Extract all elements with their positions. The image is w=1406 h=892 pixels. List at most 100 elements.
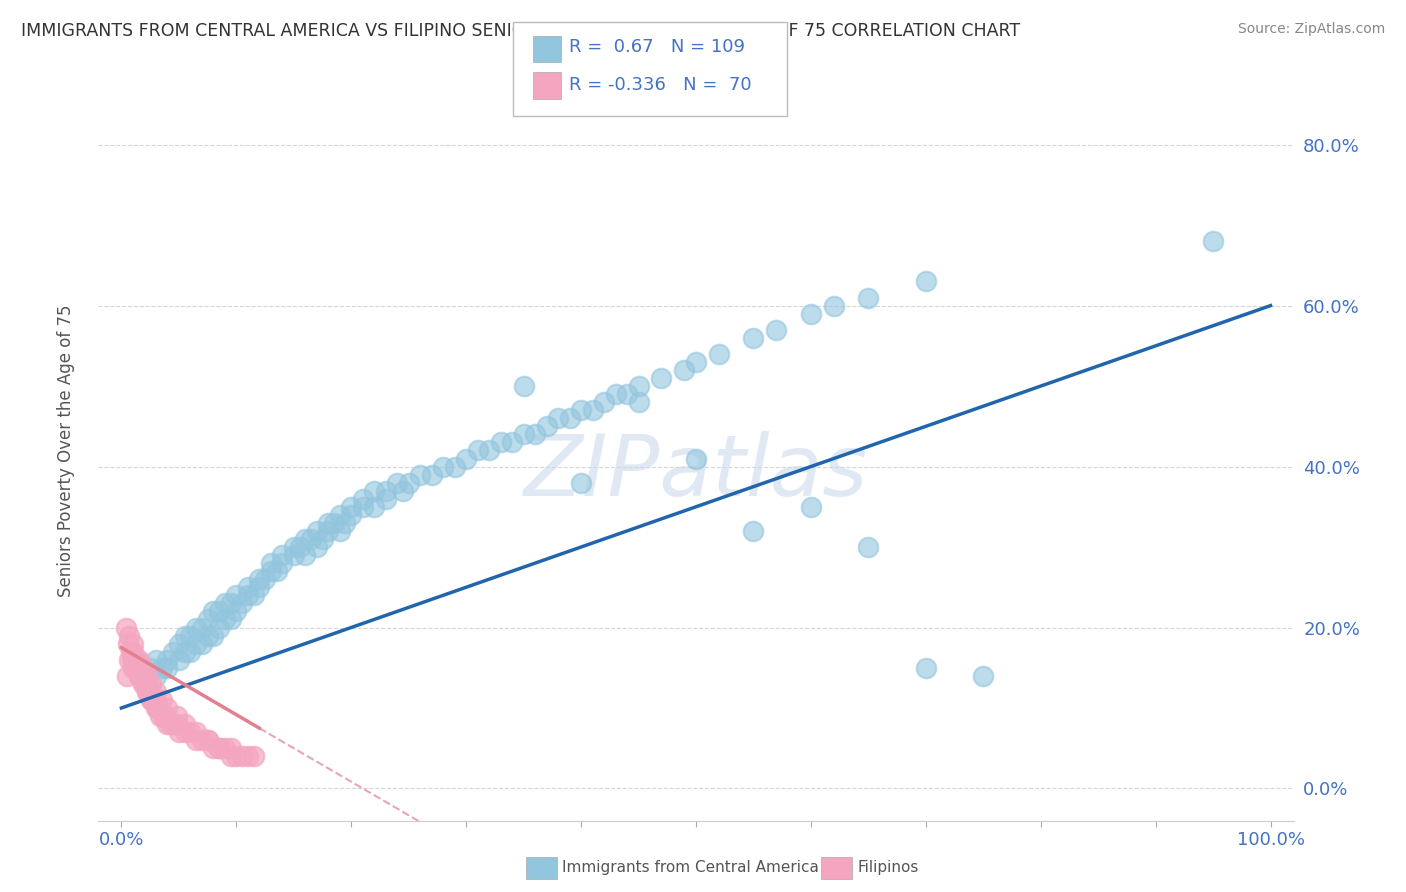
Point [323,516,346,530]
Point [166,709,188,723]
Point [122,637,145,651]
Point [536,419,558,434]
Point [202,628,225,642]
Point [236,749,259,764]
Point [141,693,163,707]
Point [800,500,823,514]
Point [225,749,247,764]
Point [121,645,143,659]
Point [122,653,145,667]
Point [128,653,150,667]
Point [173,645,195,659]
Point [145,685,167,699]
Point [231,749,253,764]
Point [159,717,181,731]
Point [858,540,880,554]
Point [132,677,155,691]
Point [219,612,242,626]
Point [316,524,339,538]
Point [219,749,242,764]
Point [219,741,242,756]
Point [512,379,534,393]
Point [191,637,214,651]
Point [685,355,707,369]
Point [236,588,259,602]
Point [146,701,169,715]
Point [335,516,357,530]
Point [374,483,396,498]
Point [129,669,152,683]
Point [569,403,592,417]
Point [121,653,143,667]
Point [142,693,165,707]
Point [167,725,190,739]
Point [569,475,592,490]
Point [558,411,581,425]
Point [167,637,190,651]
Point [191,733,214,747]
Point [685,451,707,466]
Text: Filipinos: Filipinos [858,860,920,874]
Point [179,725,201,739]
Point [135,677,157,691]
Point [972,669,994,683]
Point [329,524,352,538]
Point [162,645,184,659]
Point [547,411,569,425]
Point [305,540,328,554]
Point [316,516,339,530]
Point [202,604,225,618]
Point [305,524,328,538]
Point [512,427,534,442]
Point [420,467,443,482]
Point [156,701,179,715]
Point [134,677,156,691]
Point [173,725,195,739]
Point [134,669,156,683]
Point [135,677,157,691]
Point [153,709,176,723]
Point [184,620,207,634]
Point [162,717,184,731]
Point [363,500,385,514]
Point [208,741,231,756]
Point [673,363,696,377]
Point [197,733,219,747]
Point [1202,234,1225,248]
Point [156,661,179,675]
Point [742,524,765,538]
Point [208,604,231,618]
Point [593,395,616,409]
Point [118,653,141,667]
Point [197,733,219,747]
Text: R = -0.336   N =  70: R = -0.336 N = 70 [569,76,752,94]
Point [340,508,363,522]
Point [581,403,603,417]
Point [117,637,139,651]
Point [173,717,195,731]
Point [135,685,157,699]
Point [765,323,787,337]
Point [184,725,207,739]
Point [299,532,322,546]
Point [627,395,650,409]
Point [173,628,195,642]
Point [191,620,214,634]
Point [254,572,277,586]
Point [329,508,352,522]
Point [352,500,374,514]
Point [432,459,454,474]
Point [145,701,167,715]
Point [141,677,163,691]
Point [214,612,236,626]
Point [374,491,396,506]
Text: R =  0.67   N = 109: R = 0.67 N = 109 [569,38,745,56]
Point [650,371,672,385]
Point [197,628,219,642]
Point [149,709,172,723]
Point [156,653,179,667]
Point [150,693,173,707]
Point [294,548,316,562]
Point [260,564,283,578]
Point [858,291,880,305]
